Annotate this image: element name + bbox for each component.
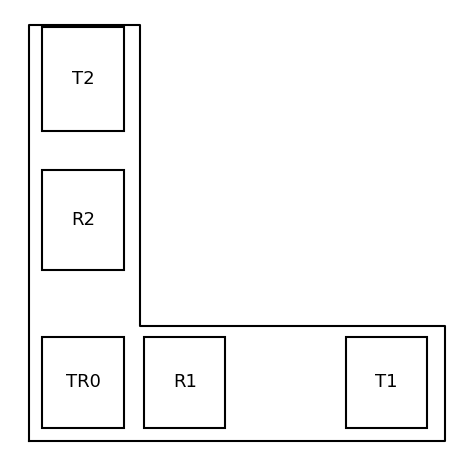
Text: T2: T2 [72,70,94,88]
Text: R1: R1 [173,373,197,391]
Bar [43,27,124,131]
Bar [43,337,124,427]
Text: T1: T1 [375,373,398,391]
Bar [346,337,427,427]
Bar [145,337,226,427]
Text: R2: R2 [71,211,95,229]
Text: TR0: TR0 [65,373,100,391]
Bar [43,171,124,270]
